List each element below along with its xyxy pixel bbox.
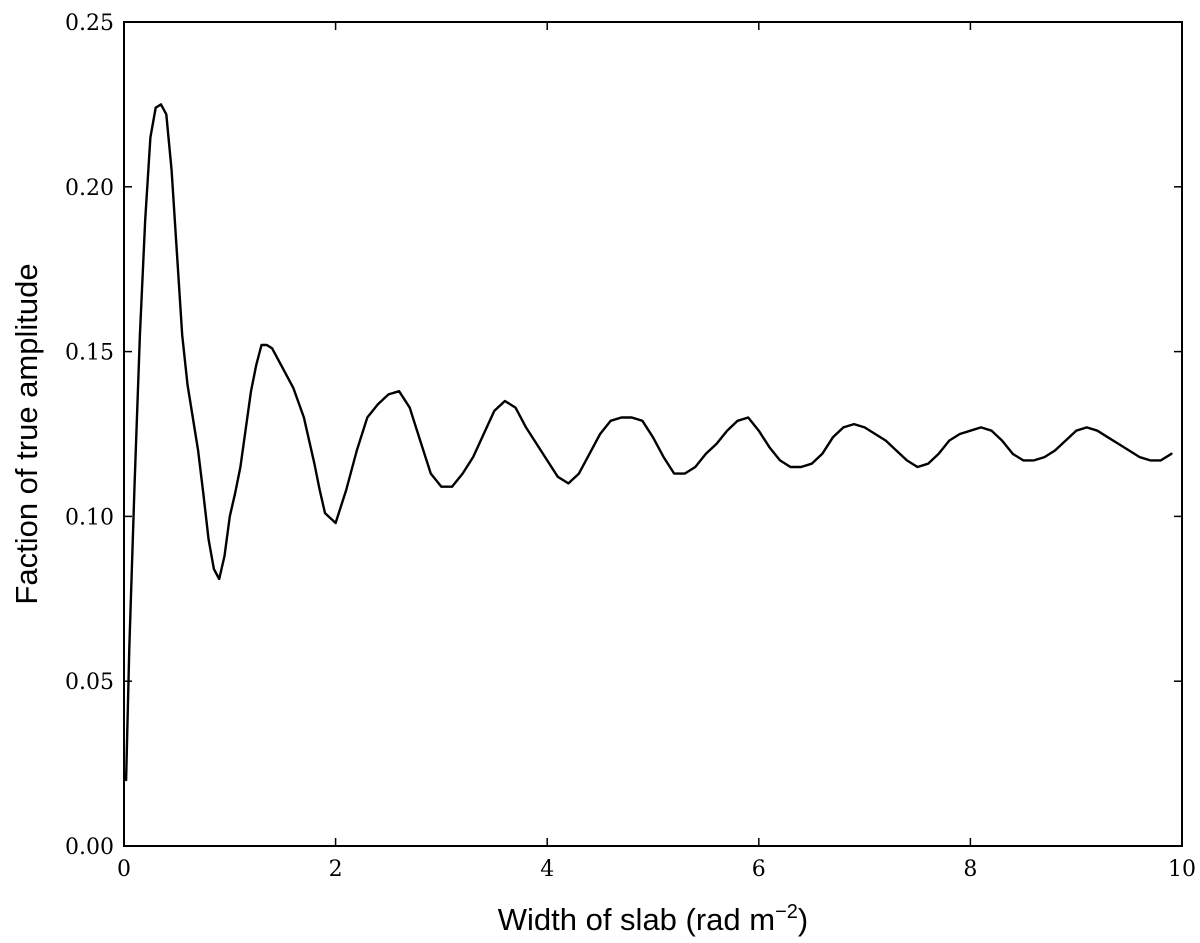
plot-frame <box>123 21 1183 847</box>
y-tick-label: 0.00 <box>65 835 114 860</box>
x-axis-label: Width of slab (rad m−2) <box>498 901 809 937</box>
x-tick-label: 6 <box>752 857 766 882</box>
axis-ticks <box>123 21 1183 847</box>
x-tick-label: 0 <box>117 857 131 882</box>
x-tick-label: 2 <box>329 857 343 882</box>
tick-labels: 0 2 4 6 8 10 0.00 0.05 0.10 0.15 0.20 0.25 <box>65 11 1196 882</box>
x-tick-label: 10 <box>1168 857 1196 882</box>
y-axis-label: Faction of true amplitude <box>9 263 44 604</box>
y-tick-label: 0.15 <box>65 341 114 366</box>
x-tick-label: 4 <box>540 857 554 882</box>
y-tick-label: 0.20 <box>65 176 114 201</box>
y-tick-label: 0.05 <box>65 670 114 695</box>
y-tick-label: 0.10 <box>65 505 114 530</box>
series-line <box>124 103 1173 782</box>
x-tick-label: 8 <box>963 857 977 882</box>
y-tick-label: 0.25 <box>65 11 114 36</box>
